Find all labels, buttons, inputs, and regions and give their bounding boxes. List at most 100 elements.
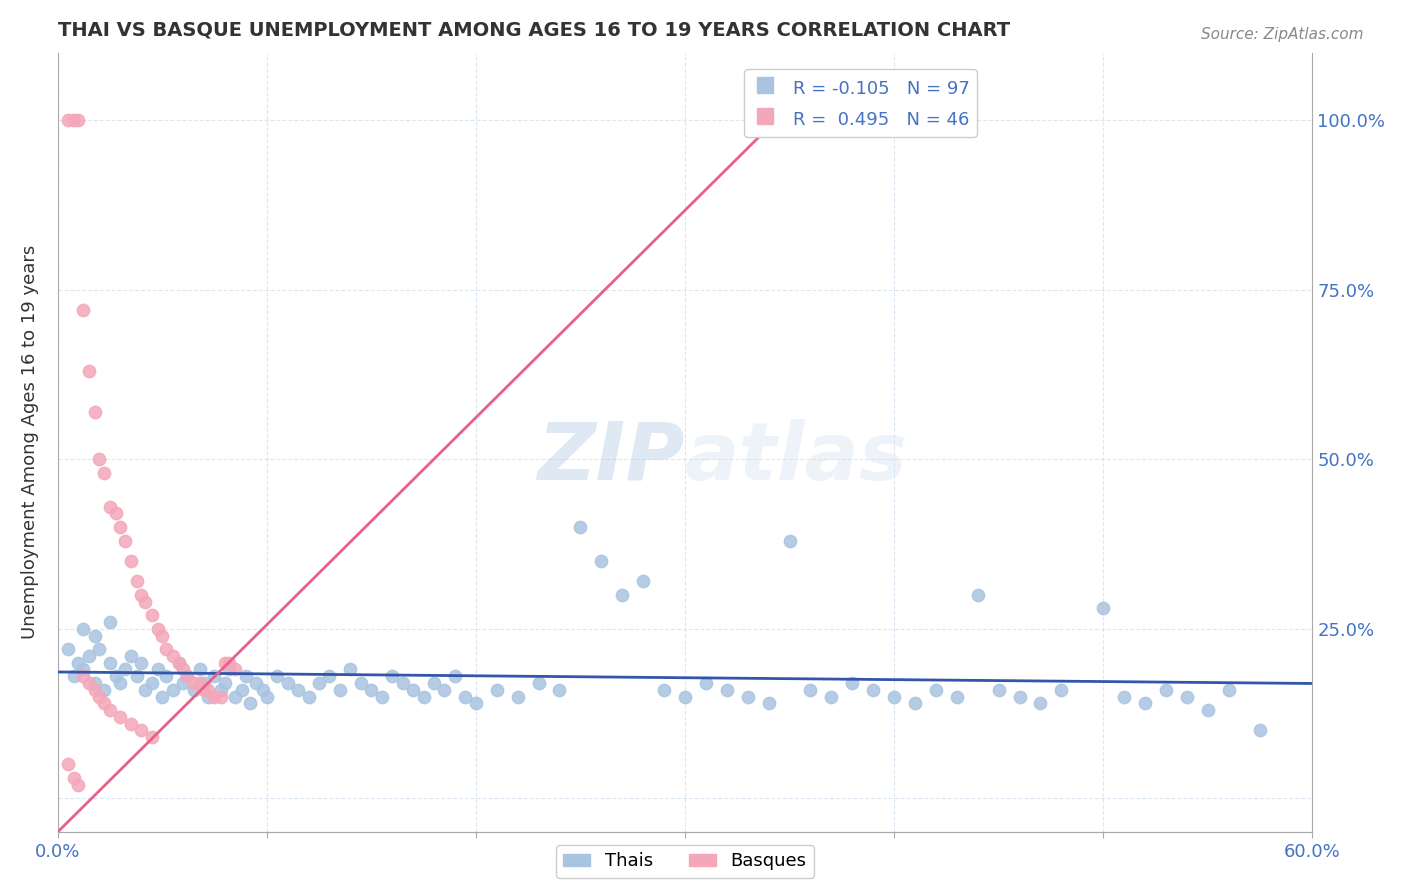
Point xyxy=(350,676,373,690)
Point xyxy=(89,690,111,704)
Point xyxy=(245,676,267,690)
Point xyxy=(84,682,107,697)
Point xyxy=(1175,690,1198,704)
Point xyxy=(84,628,107,642)
Point xyxy=(402,682,425,697)
Point xyxy=(120,554,142,568)
Point xyxy=(167,656,190,670)
Point xyxy=(183,676,205,690)
Text: ZIP: ZIP xyxy=(537,419,685,497)
Point xyxy=(162,682,184,697)
Point xyxy=(209,682,232,697)
Point xyxy=(1008,690,1031,704)
Point xyxy=(758,696,780,710)
Point xyxy=(150,690,173,704)
Point xyxy=(673,690,696,704)
Point xyxy=(155,669,177,683)
Point xyxy=(716,682,738,697)
Point xyxy=(925,682,948,697)
Point xyxy=(146,622,169,636)
Point xyxy=(277,676,299,690)
Point xyxy=(129,723,152,738)
Point xyxy=(77,364,100,378)
Point xyxy=(188,662,211,676)
Point xyxy=(105,669,128,683)
Point xyxy=(56,642,79,657)
Point xyxy=(120,648,142,663)
Point xyxy=(67,656,90,670)
Point xyxy=(548,682,571,697)
Point xyxy=(779,533,801,548)
Point xyxy=(266,669,288,683)
Point xyxy=(67,113,90,128)
Point xyxy=(72,662,94,676)
Point xyxy=(218,656,240,670)
Point xyxy=(167,656,190,670)
Point xyxy=(93,466,115,480)
Point xyxy=(98,703,121,717)
Point xyxy=(63,113,86,128)
Point xyxy=(134,594,156,608)
Point xyxy=(63,669,86,683)
Point xyxy=(423,676,446,690)
Point xyxy=(381,669,404,683)
Point xyxy=(93,682,115,697)
Point xyxy=(444,669,467,683)
Text: Source: ZipAtlas.com: Source: ZipAtlas.com xyxy=(1201,27,1364,42)
Point xyxy=(105,507,128,521)
Point xyxy=(252,682,274,697)
Point xyxy=(631,574,654,589)
Point xyxy=(63,771,86,785)
Point xyxy=(146,662,169,676)
Point xyxy=(433,682,456,697)
Point xyxy=(862,682,884,697)
Y-axis label: Unemployment Among Ages 16 to 19 years: Unemployment Among Ages 16 to 19 years xyxy=(21,245,39,640)
Point xyxy=(150,628,173,642)
Legend: Thais, Basques: Thais, Basques xyxy=(557,846,814,878)
Point xyxy=(193,676,215,690)
Point xyxy=(172,662,194,676)
Point xyxy=(204,690,226,704)
Point xyxy=(141,730,163,744)
Point xyxy=(235,669,257,683)
Point xyxy=(239,696,262,710)
Point xyxy=(318,669,340,683)
Point xyxy=(98,500,121,514)
Point xyxy=(120,716,142,731)
Point xyxy=(77,648,100,663)
Point xyxy=(966,588,988,602)
Point xyxy=(1133,696,1156,710)
Point xyxy=(125,574,148,589)
Point xyxy=(129,656,152,670)
Point xyxy=(110,520,132,534)
Point xyxy=(141,676,163,690)
Point xyxy=(89,642,111,657)
Point xyxy=(110,676,132,690)
Point xyxy=(987,682,1010,697)
Point xyxy=(820,690,842,704)
Point xyxy=(197,682,219,697)
Point xyxy=(155,642,177,657)
Point xyxy=(612,588,634,602)
Point xyxy=(172,676,194,690)
Point xyxy=(695,676,717,690)
Point xyxy=(1249,723,1271,738)
Point xyxy=(506,690,529,704)
Point xyxy=(56,757,79,772)
Point xyxy=(72,622,94,636)
Point xyxy=(125,669,148,683)
Point xyxy=(129,588,152,602)
Point xyxy=(224,662,246,676)
Point xyxy=(98,615,121,629)
Point xyxy=(56,113,79,128)
Point xyxy=(256,690,278,704)
Point xyxy=(464,696,486,710)
Point xyxy=(297,690,319,704)
Point xyxy=(183,682,205,697)
Point xyxy=(162,648,184,663)
Point xyxy=(339,662,361,676)
Point xyxy=(98,656,121,670)
Point xyxy=(527,676,550,690)
Point xyxy=(1092,601,1115,615)
Point xyxy=(224,690,246,704)
